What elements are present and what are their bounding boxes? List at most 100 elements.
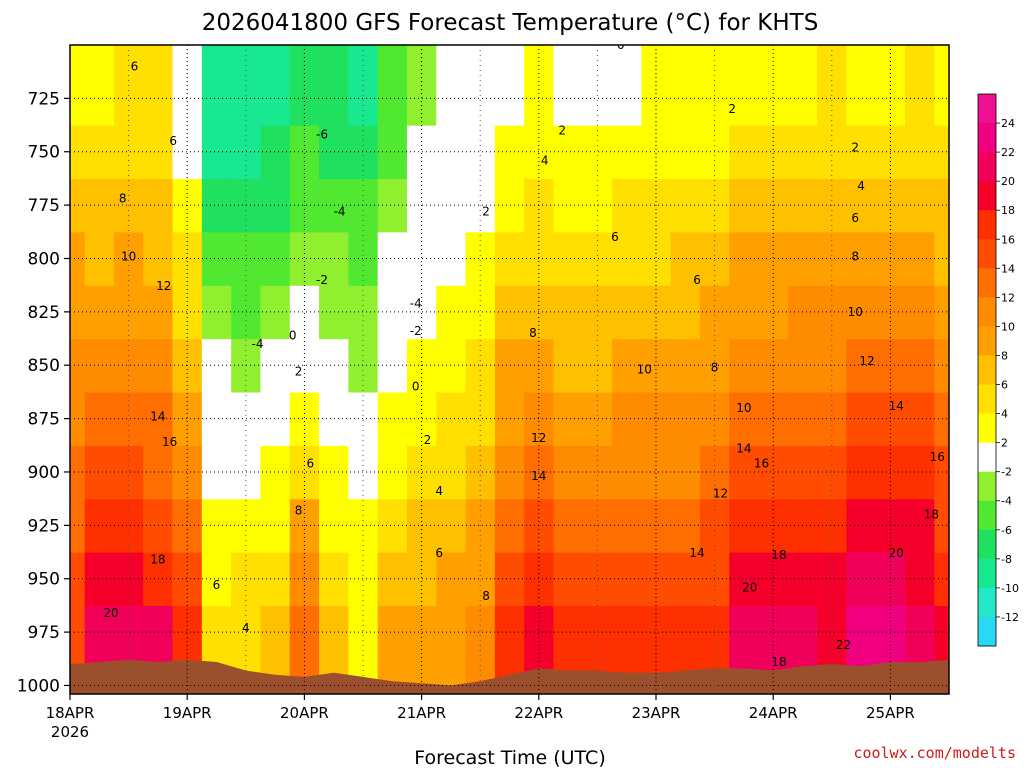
temperature-cell (70, 445, 86, 500)
temperature-cell (172, 391, 203, 446)
temperature-cell (846, 45, 877, 126)
temperature-cell (84, 285, 115, 340)
temperature-cell (70, 338, 86, 393)
temperature-cell (670, 178, 701, 233)
temperature-cell (348, 552, 379, 607)
temperature-cell (670, 45, 701, 126)
colorbar-swatch (978, 587, 996, 618)
contour-label: 8 (711, 360, 719, 374)
y-tick-label: 1000 (17, 676, 60, 696)
temperature-cell (436, 552, 467, 607)
temperature-cell (934, 285, 949, 340)
colorbar-swatch (978, 326, 996, 356)
temperature-cell (846, 552, 877, 607)
contour-label: 6 (851, 211, 859, 225)
colorbar-swatch (978, 123, 996, 153)
temperature-cell (436, 178, 467, 233)
y-tick-label: 775 (28, 196, 60, 216)
contour-label: 16 (754, 456, 769, 470)
temperature-cell (582, 552, 613, 607)
colorbar-swatch (978, 297, 996, 327)
contour-label: 14 (736, 441, 751, 455)
temperature-cell (260, 178, 291, 233)
temperature-cell (84, 231, 115, 286)
x-axis: 18APR 19APR 20APR 21APR 22APR 23APR 24APR 25APR… (46, 694, 915, 741)
temperature-cell (758, 285, 789, 340)
temperature-cell (846, 445, 877, 500)
temperature-cell (670, 552, 701, 607)
colorbar-label: 16 (1001, 233, 1015, 246)
temperature-cell (436, 45, 467, 126)
temperature-cell (70, 391, 86, 446)
temperature-cell (406, 391, 437, 446)
contour-label: 18 (150, 553, 165, 567)
temperature-cell (406, 231, 437, 286)
contour-label: 4 (541, 153, 549, 167)
temperature-cell (70, 285, 86, 340)
contour-label: 6 (435, 546, 443, 560)
contour-label: 2 (482, 205, 490, 219)
temperature-cell (934, 45, 949, 126)
temperature-cell (494, 338, 525, 393)
contour-label: 18 (771, 655, 786, 669)
colorbar-swatch (978, 413, 996, 444)
colorbar-swatch (978, 181, 996, 211)
colorbar-label: 14 (1001, 262, 1015, 275)
contour-label: 6 (169, 134, 177, 148)
colorbar-swatch (978, 471, 996, 502)
temperature-cell (406, 445, 437, 500)
temperature-cell (582, 445, 613, 500)
y-tick-label: 750 (28, 143, 60, 163)
contour-label: 2 (558, 123, 566, 137)
y-tick-label: 850 (28, 356, 60, 376)
colorbar-label: -12 (1001, 611, 1019, 624)
contour-label: 10 (736, 401, 751, 415)
temperature-cell (377, 605, 408, 694)
colorbar-label: -4 (1001, 495, 1012, 508)
colorbar-label: 10 (1001, 320, 1015, 333)
x-axis-year: 2026 (51, 723, 89, 741)
temperature-cell (612, 285, 642, 340)
colorbar-swatch (978, 500, 996, 531)
temperature-cell (172, 125, 203, 180)
contour-label: 12 (859, 354, 874, 368)
contour-label: 6 (213, 578, 221, 592)
chart-title: 2026041800 GFS Forecast Temperature (°C)… (202, 10, 819, 36)
temperature-cell (846, 498, 877, 553)
colorbar-swatch (978, 384, 996, 415)
contour-label: 10 (121, 249, 136, 263)
contour-label: 8 (529, 326, 537, 340)
temperature-cell (494, 285, 525, 340)
temperature-cell (729, 45, 760, 126)
temperature-cell (612, 178, 642, 233)
colorbar-swatch (978, 616, 996, 647)
temperature-cell (436, 125, 467, 180)
temperature-cell (201, 45, 232, 126)
temperature-cell (524, 445, 555, 500)
temperature-cell (670, 391, 701, 446)
y-tick-label: 975 (28, 623, 60, 643)
colorbar-swatch (978, 355, 996, 386)
y-axis: 725 750 775 800 825 850 875 900 925 950 975 1000 (17, 89, 70, 696)
temperature-cell (436, 338, 467, 393)
contour-label: 4 (242, 621, 250, 635)
colorbar-swatch (978, 529, 996, 560)
colorbar-label: -8 (1001, 553, 1012, 566)
temperature-cell (70, 498, 86, 553)
temperature-cell (143, 45, 174, 126)
temperature-cell (846, 285, 877, 340)
temperature-cell (260, 552, 291, 607)
contour-label: 14 (889, 399, 904, 413)
temperature-cell (494, 45, 525, 126)
temperature-cell (758, 445, 789, 500)
temperature-cell (70, 125, 86, 180)
temperature-cell (612, 45, 642, 126)
temperature-cell (524, 231, 555, 286)
y-tick-label: 825 (28, 303, 60, 323)
temperature-cell (260, 231, 291, 286)
x-tick-label: 23APR (632, 704, 681, 722)
temperature-cell (524, 125, 555, 180)
contour-label: 12 (713, 486, 728, 500)
temperature-cell (934, 391, 949, 446)
temperature-cell (260, 125, 291, 180)
